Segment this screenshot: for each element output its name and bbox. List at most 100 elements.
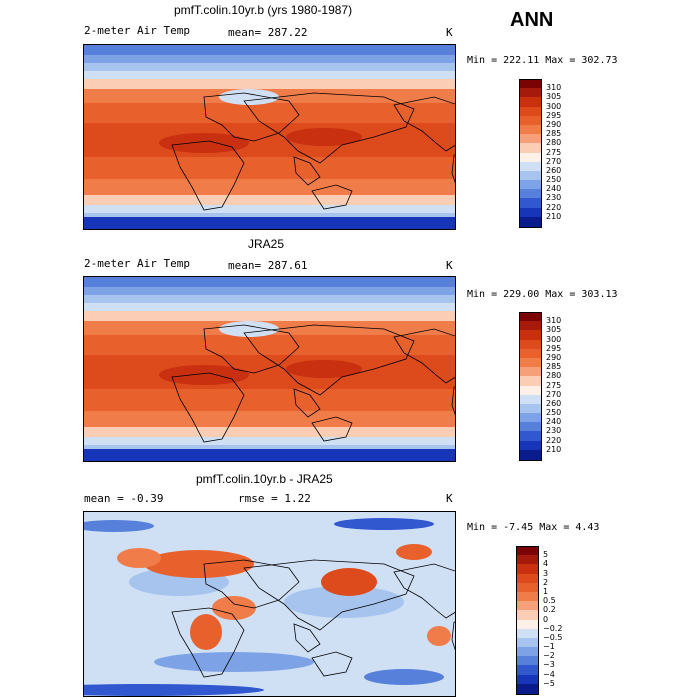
colorbar-label: −2 <box>543 651 555 661</box>
colorbar-label: 240 <box>546 417 562 427</box>
colorbar-label: 290 <box>546 352 562 362</box>
colorbar-label: 275 <box>546 380 562 390</box>
colorbar-box <box>519 180 542 190</box>
colorbar-label: 4 <box>543 559 549 569</box>
colorbar-box <box>519 376 542 386</box>
colorbar-box <box>516 665 539 676</box>
panel-1-title: pmfT.colin.10yr.b (yrs 1980-1987) <box>174 3 353 17</box>
coastline <box>311 416 353 442</box>
colorbar-box <box>519 385 542 396</box>
colorbar-label: 230 <box>546 426 562 436</box>
colorbar-label: 275 <box>546 147 562 157</box>
colorbar-box <box>519 170 542 181</box>
colorbar-label: 5 <box>543 550 549 560</box>
temperature-band <box>84 179 455 195</box>
panel-2-min-max: Min = 229.00 Max = 303.13 <box>467 289 618 300</box>
panel-3-unit: K <box>446 492 453 505</box>
cold-region <box>219 321 279 337</box>
panel-3-map <box>83 511 456 697</box>
cold-bias-blob <box>284 586 404 618</box>
colorbar-label: 0.2 <box>543 605 556 615</box>
colorbar-box <box>516 610 539 620</box>
colorbar-label: 0 <box>543 614 549 624</box>
colorbar-box <box>519 422 542 432</box>
temperature-band <box>84 213 455 219</box>
cold-bias-blob <box>84 684 264 696</box>
coastline <box>451 154 455 184</box>
cold-bias-blob <box>364 669 444 685</box>
colorbar-label: 1 <box>543 586 549 596</box>
colorbar-box <box>516 628 539 639</box>
colorbar-label: 260 <box>546 398 562 408</box>
temperature-band <box>84 355 455 389</box>
antarctica <box>84 449 455 461</box>
coastline <box>171 607 245 678</box>
panel-3-surface <box>84 512 455 696</box>
cold-bias-blob <box>334 518 434 530</box>
warm-bias-blob <box>117 548 161 568</box>
colorbar-box <box>519 207 542 218</box>
cold-bias-blob <box>154 652 314 672</box>
panel-1-min-max: Min = 222.11 Max = 302.73 <box>467 55 618 66</box>
panel-3-rmse-label: rmse = 1.22 <box>238 492 311 505</box>
colorbar-box <box>516 573 539 584</box>
colorbar-box <box>519 367 542 377</box>
colorbar-box <box>516 656 539 666</box>
colorbar-label: 270 <box>546 156 562 166</box>
coastline <box>203 559 300 609</box>
colorbar-label: 220 <box>546 435 562 445</box>
panel-3-title: pmfT.colin.10yr.b - JRA25 <box>196 472 333 486</box>
colorbar-label: 300 <box>546 334 562 344</box>
temperature-band <box>84 411 455 427</box>
colorbar-label: 310 <box>546 83 562 93</box>
colorbar-label: 285 <box>546 129 562 139</box>
colorbar-box <box>519 124 542 135</box>
coastline <box>171 140 245 211</box>
temperature-band <box>84 55 455 63</box>
colorbar-label: 290 <box>546 119 562 129</box>
temperature-band <box>84 445 455 451</box>
warm-bias-blob <box>396 544 432 560</box>
panel-2-surface <box>84 277 455 461</box>
colorbar-label: 210 <box>546 444 562 454</box>
temperature-band <box>84 71 455 79</box>
colorbar-label: −4 <box>543 669 555 679</box>
colorbar-box <box>519 312 542 323</box>
colorbar-box <box>516 674 539 685</box>
coastline <box>203 324 300 374</box>
colorbar-label: 250 <box>546 175 562 185</box>
warm-bias-blob <box>190 614 222 650</box>
temperature-band <box>84 123 455 157</box>
panel-2-variable-label: 2-meter Air Temp <box>84 257 190 270</box>
temperature-band <box>84 437 455 445</box>
colorbar-label: 280 <box>546 371 562 381</box>
colorbar-box <box>516 601 539 611</box>
colorbar-box <box>519 440 542 451</box>
temperature-band <box>84 427 455 437</box>
coastline <box>203 92 300 142</box>
temperature-band <box>84 335 455 355</box>
colorbar-box <box>519 357 542 368</box>
temperature-band <box>84 205 455 213</box>
temperature-band <box>84 287 455 295</box>
panel-2-map <box>83 276 456 462</box>
colorbar-label: 285 <box>546 362 562 372</box>
coastline <box>293 388 321 418</box>
temperature-band <box>84 195 455 205</box>
colorbar-label: −0.2 <box>543 623 563 633</box>
panel-2-mean-label: mean= 287.61 <box>228 259 308 272</box>
colorbar-box <box>519 449 542 461</box>
colorbar-box <box>519 321 542 331</box>
colorbar-box <box>519 431 542 442</box>
panel-1-mean-label: mean= 287.22 <box>228 26 308 39</box>
panel-2-title: JRA25 <box>248 237 285 251</box>
warm-bias-blob <box>321 568 377 596</box>
colorbar-label: 310 <box>546 316 562 326</box>
colorbar-box <box>516 591 539 602</box>
panel-1-map <box>83 44 456 230</box>
colorbar-label: 3 <box>543 568 549 578</box>
colorbar-box <box>519 88 542 98</box>
temperature-band <box>84 45 455 55</box>
colorbar-box <box>519 330 542 341</box>
colorbar-box <box>519 97 542 108</box>
